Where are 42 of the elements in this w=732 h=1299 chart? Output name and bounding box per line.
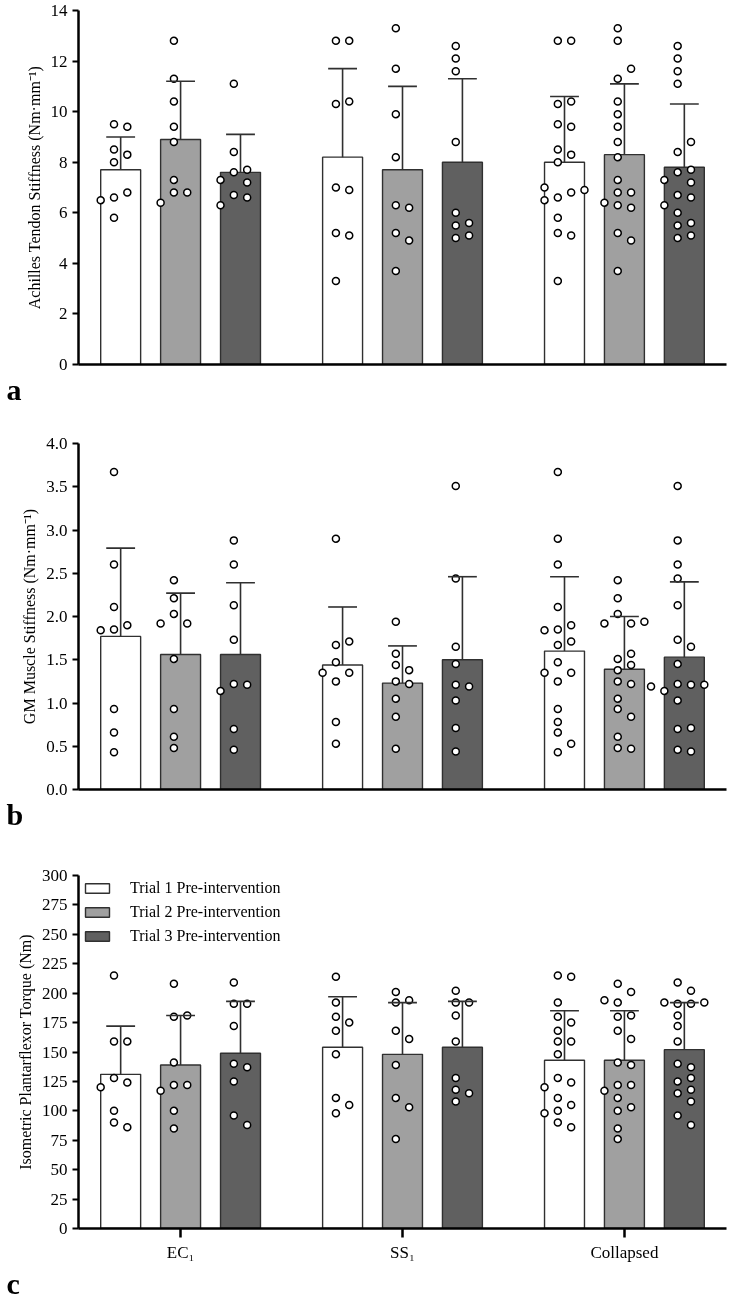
y-tick-label: 0.0 — [46, 780, 68, 799]
y-tick-label: 100 — [42, 1101, 68, 1121]
y-tick-label: 2 — [59, 304, 68, 324]
y-tick-label: 1.0 — [46, 693, 68, 713]
y-tick-label: 250 — [42, 924, 68, 944]
y-tick-label: 10 — [50, 102, 68, 122]
y-tick-label: 75 — [50, 1130, 68, 1150]
y-tick-label: 4 — [59, 253, 68, 273]
y-tick-label: 6 — [59, 203, 68, 223]
y-tick-label: 0 — [59, 355, 68, 374]
y-tick-label: 0.5 — [46, 736, 68, 756]
legend-label: Trial 2 Pre-intervention — [130, 903, 281, 921]
y-tick-label: 0 — [59, 1219, 68, 1238]
y-tick-label: 275 — [42, 895, 68, 915]
y-tick-label: 4.0 — [46, 434, 68, 453]
y-tick-label: 3.0 — [46, 520, 68, 540]
y-tick-label: 14 — [50, 1, 68, 20]
y-axis-title: GM Muscle Stiffness (Nm·mm⁻¹) — [21, 508, 40, 725]
y-tick-label: 8 — [59, 152, 68, 172]
text: b — [6, 797, 24, 831]
y-tick-label: 200 — [42, 983, 68, 1003]
y-axis-title: Isometric Plantarflexor Torque (Nm) — [17, 934, 35, 1170]
y-tick-label: 150 — [42, 1042, 68, 1062]
y-tick-label: 3.5 — [46, 477, 68, 497]
x-tick-label: EC₁ — [166, 1242, 195, 1262]
y-tick-label: 50 — [50, 1160, 68, 1180]
text: c — [6, 1266, 20, 1299]
y-tick-label: 225 — [42, 954, 68, 974]
legend-label: Trial 3 Pre-intervention — [130, 927, 281, 945]
x-tick-label: SS₁ — [390, 1242, 415, 1262]
y-tick-label: 1.5 — [46, 650, 68, 670]
y-tick-label: 125 — [42, 1071, 68, 1091]
y-tick-label: 175 — [42, 1013, 68, 1033]
y-tick-label: 2.5 — [46, 563, 68, 583]
y-axis-title: Achilles Tendon Stiffness (Nm·mm⁻¹) — [25, 66, 44, 310]
text: a — [6, 372, 22, 406]
y-tick-label: 300 — [42, 866, 68, 885]
y-tick-label: 25 — [50, 1189, 68, 1209]
x-tick-label: Collapsed — [590, 1242, 659, 1262]
y-tick-label: 2.0 — [46, 607, 68, 626]
legend-label: Trial 1 Pre-intervention — [130, 879, 281, 897]
y-tick-label: 12 — [50, 51, 68, 71]
